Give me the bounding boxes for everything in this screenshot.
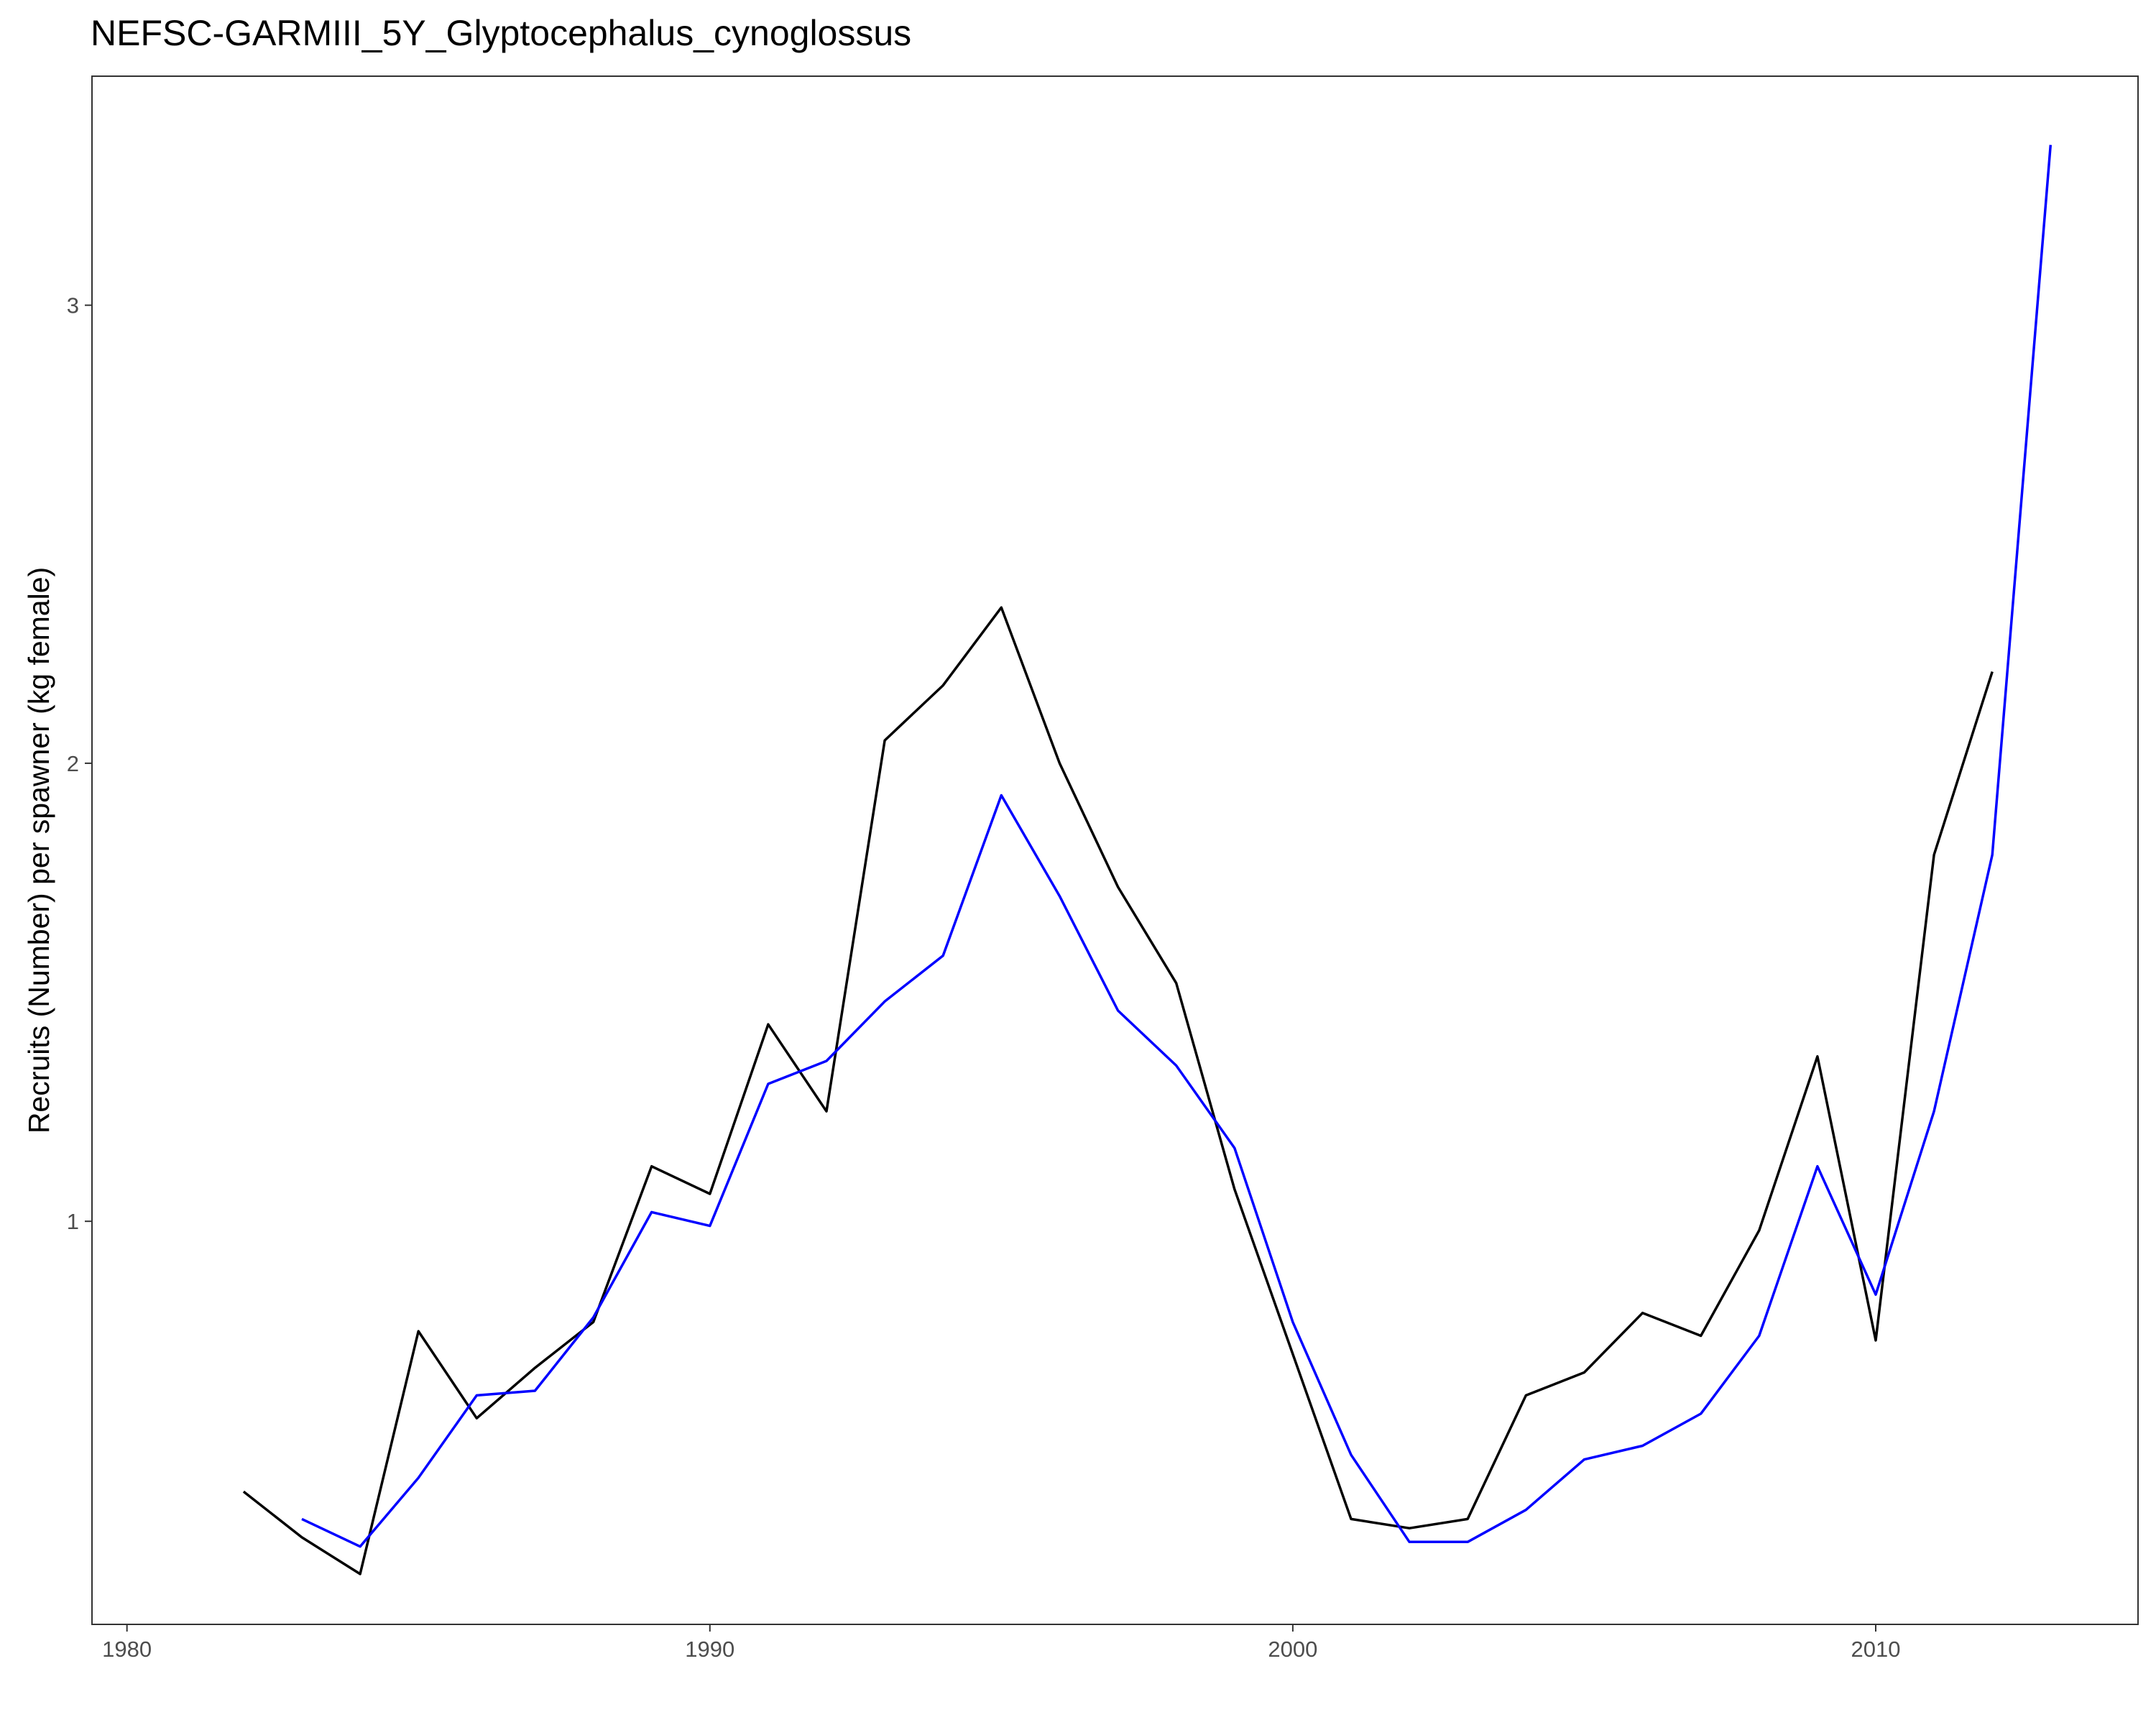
y-tick-label: 1 [67,1209,79,1234]
plot-panel-border [91,75,2139,1625]
x-tick-label: 1990 [685,1637,734,1662]
x-tick-label: 2010 [1851,1637,1901,1662]
series-line-blue [301,144,2053,1548]
y-axis-title: Recruits (Number) per spawner (kg female… [22,567,55,1133]
chart-title: NEFSC-GARMIII_5Y_Glyptocephalus_cynoglos… [91,13,911,53]
x-tick-label: 1980 [102,1637,152,1662]
series-layer [242,144,2053,1576]
series-line-black [242,606,1994,1576]
x-tick-label: 2000 [1268,1637,1317,1662]
y-tick-label: 2 [67,751,79,776]
x-axis: 1980 1990 2000 2010 [102,1624,1900,1662]
y-axis: 1 2 3 [67,293,92,1234]
y-tick-label: 3 [67,293,79,318]
